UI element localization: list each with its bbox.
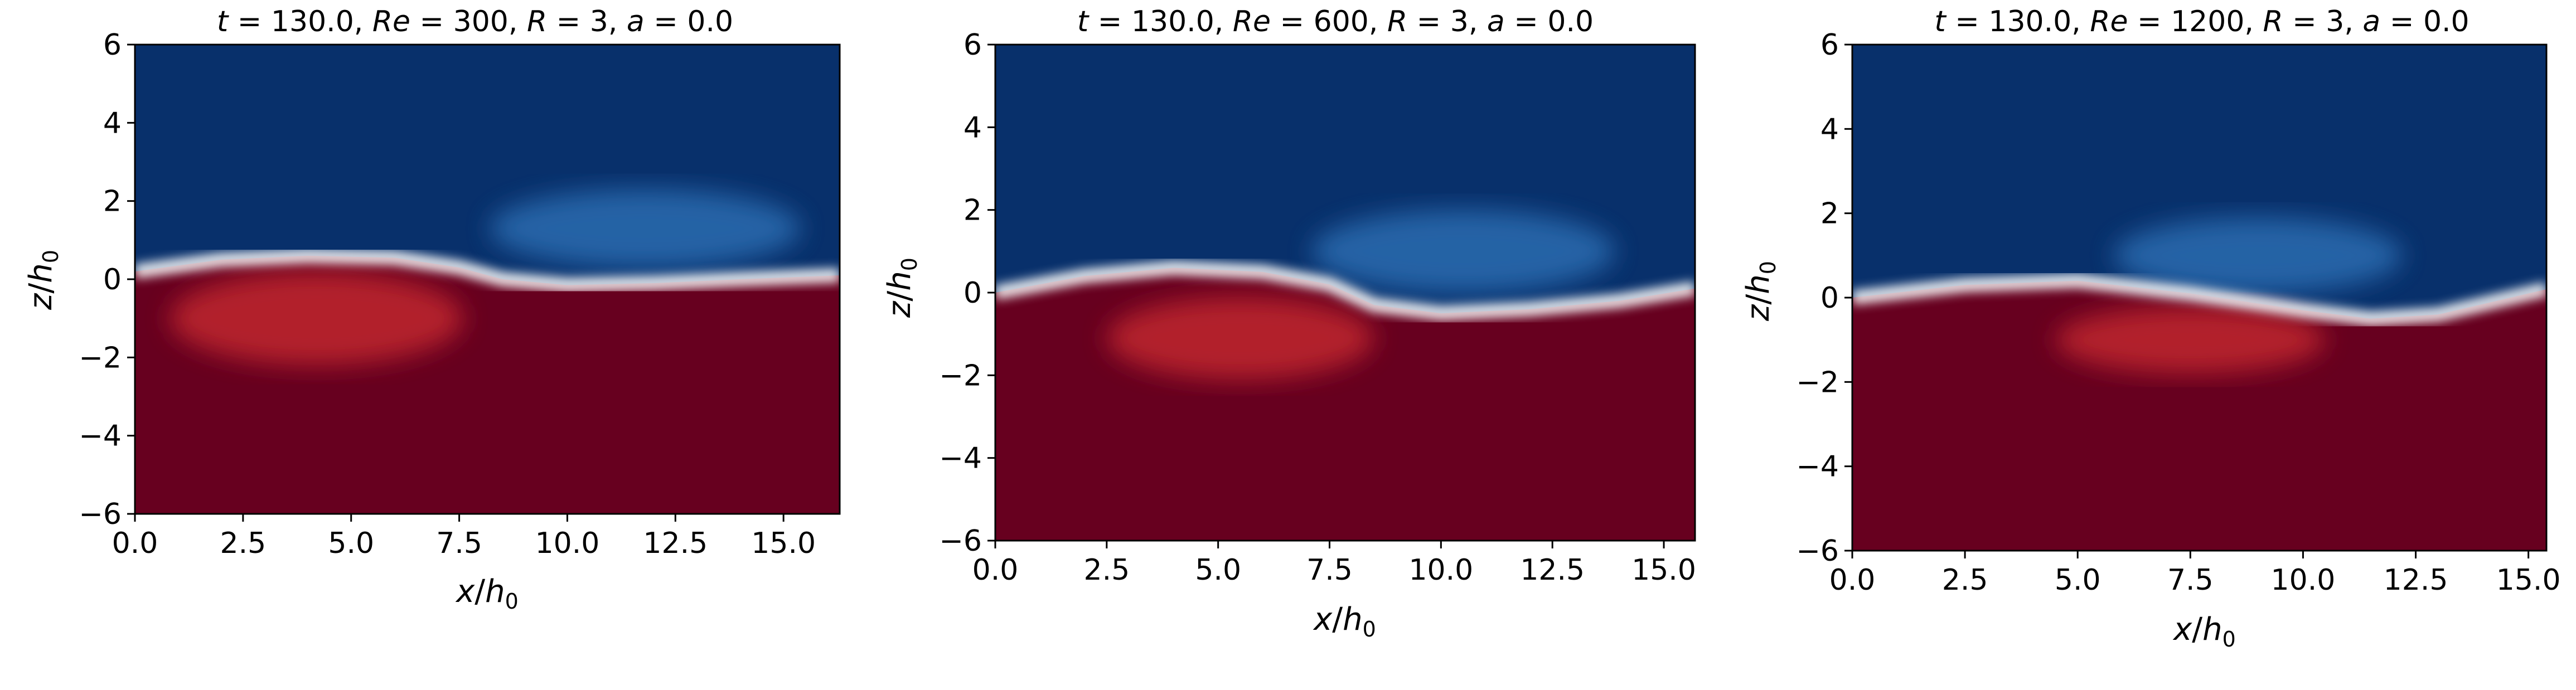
y-tick-label: −4 — [939, 442, 982, 475]
y-tick-label: 2 — [1820, 197, 1839, 231]
x-tick-label: 10.0 — [535, 527, 600, 560]
y-tick-label: 4 — [1820, 113, 1839, 146]
panel-1-title: t = 130.0, Re = 300, R = 3, a = 0.0 — [217, 5, 733, 38]
x-tick-label: 15.0 — [1631, 553, 1696, 587]
y-tick-label: 0 — [103, 263, 122, 297]
y-tick-label: −6 — [79, 498, 122, 531]
y-tick-label: 2 — [103, 185, 122, 218]
y-tick-label: 4 — [103, 106, 122, 140]
x-tick-label: 2.5 — [220, 527, 267, 560]
x-tick-label: 7.5 — [1306, 553, 1353, 587]
y-tick-label: −4 — [79, 420, 122, 453]
lower-fluid-region — [1852, 280, 2546, 551]
y-tick-label: 2 — [963, 194, 982, 227]
panel-3: t = 130.0, Re = 1200, R = 3, a = 0.0 0.0… — [1740, 5, 2561, 652]
upper-eddy — [489, 189, 801, 268]
x-tick-label: 0.0 — [112, 527, 158, 560]
x-tick-label: 0.0 — [1829, 563, 1876, 597]
panel-2-y-ticks: −6 −4 −2 0 2 4 6 — [939, 28, 995, 558]
lower-eddy — [2055, 306, 2326, 374]
interface-layer — [995, 260, 1695, 321]
x-tick-label: 15.0 — [751, 527, 816, 560]
x-tick-label: 2.5 — [1942, 563, 1988, 597]
y-tick-label: 4 — [963, 111, 982, 144]
interface-layer — [1852, 273, 2546, 326]
x-tick-label: 15.0 — [2496, 563, 2561, 597]
y-tick-label: 0 — [963, 276, 982, 310]
panel-3-heatmap — [1851, 43, 2548, 552]
panel-2-y-label: z/h0 — [882, 257, 922, 318]
panel-2-heatmap — [994, 43, 1696, 542]
y-tick-label: −2 — [1796, 366, 1839, 399]
panel-1-y-ticks: −6 −4 −2 0 2 4 6 — [79, 28, 135, 531]
y-tick-label: −6 — [1796, 534, 1839, 568]
x-tick-label: 5.0 — [1195, 553, 1241, 587]
upper-eddy — [2113, 217, 2403, 294]
x-tick-label: 7.5 — [2167, 563, 2214, 597]
x-tick-label: 7.5 — [436, 527, 482, 560]
y-tick-label: 0 — [1820, 281, 1839, 315]
panel-1: t = 130.0, Re = 300, R = 3, a = 0.0 0.0 2… — [23, 5, 841, 614]
x-tick-label: 10.0 — [1408, 553, 1473, 587]
panel-3-x-ticks: 0.0 2.5 5.0 7.5 10.0 12.5 15.0 — [1829, 551, 2561, 597]
x-tick-label: 10.0 — [2271, 563, 2336, 597]
panel-3-title: t = 130.0, Re = 1200, R = 3, a = 0.0 — [1934, 5, 2469, 38]
x-tick-label: 5.0 — [328, 527, 374, 560]
x-tick-label: 12.5 — [1520, 553, 1585, 587]
y-tick-label: −6 — [939, 524, 982, 558]
x-tick-label: 12.5 — [2384, 563, 2448, 597]
panel-1-heatmap — [134, 43, 841, 515]
panel-2: t = 130.0, Re = 600, R = 3, a = 0.0 0.0 2… — [882, 5, 1696, 642]
lower-eddy — [170, 271, 464, 366]
panel-3-y-ticks: −6 −4 −2 0 2 4 6 — [1796, 28, 1852, 568]
panel-3-x-label: x/h0 — [2172, 611, 2236, 652]
interface-layer — [135, 248, 840, 293]
panel-2-title: t = 130.0, Re = 600, R = 3, a = 0.0 — [1077, 5, 1594, 38]
x-tick-label: 5.0 — [2055, 563, 2101, 597]
x-tick-label: 12.5 — [643, 527, 708, 560]
y-tick-label: 6 — [963, 28, 982, 62]
y-tick-label: 6 — [1820, 28, 1839, 62]
panel-3-y-label: z/h0 — [1740, 261, 1780, 322]
panel-1-x-ticks: 0.0 2.5 5.0 7.5 10.0 12.5 15.0 — [112, 514, 816, 560]
x-tick-label: 2.5 — [1083, 553, 1130, 587]
y-tick-label: −4 — [1796, 450, 1839, 484]
panel-2-x-ticks: 0.0 2.5 5.0 7.5 10.0 12.5 15.0 — [972, 541, 1696, 587]
y-tick-label: −2 — [939, 359, 982, 392]
panel-1-x-label: x/h0 — [455, 574, 519, 614]
lower-eddy — [1106, 297, 1374, 380]
x-tick-label: 0.0 — [972, 553, 1019, 587]
y-tick-label: −2 — [79, 341, 122, 375]
upper-eddy — [1311, 210, 1615, 293]
y-tick-label: 6 — [103, 28, 122, 62]
panel-2-x-label: x/h0 — [1313, 601, 1376, 642]
panel-1-y-label: z/h0 — [23, 250, 63, 310]
